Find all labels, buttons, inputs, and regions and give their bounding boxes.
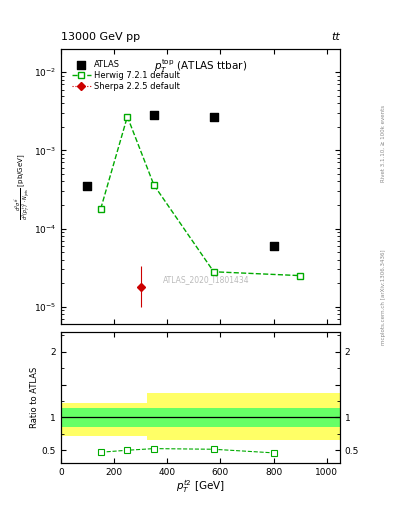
Legend: ATLAS, Herwig 7.2.1 default, Sherpa 2.2.5 default: ATLAS, Herwig 7.2.1 default, Sherpa 2.2.… [71,58,182,93]
Text: Rivet 3.1.10, ≥ 100k events: Rivet 3.1.10, ≥ 100k events [381,105,386,182]
Herwig 7.2.1 default [298,272,303,279]
Text: 13000 GeV pp: 13000 GeV pp [61,32,140,42]
ATLAS [151,111,157,119]
ATLAS [211,113,217,121]
Text: $p_T^{\rm top}$ (ATLAS ttbar): $p_T^{\rm top}$ (ATLAS ttbar) [154,57,247,75]
Herwig 7.2.1 default [125,114,130,120]
Herwig 7.2.1 default [211,269,216,275]
X-axis label: $p_T^{t2}$ [GeV]: $p_T^{t2}$ [GeV] [176,479,225,496]
Line: Herwig 7.2.1 default: Herwig 7.2.1 default [97,114,303,279]
ATLAS [84,182,91,190]
Text: tt: tt [331,32,340,42]
Herwig 7.2.1 default [98,205,103,211]
Y-axis label: Ratio to ATLAS: Ratio to ATLAS [30,367,39,429]
Herwig 7.2.1 default [152,182,156,188]
ATLAS [270,242,277,250]
Y-axis label: $\frac{d^2\sigma^{t\bar{t}}}{d^2(p_T^t)^2\cdot N_{\rm jets}}$ [pb/GeV]: $\frac{d^2\sigma^{t\bar{t}}}{d^2(p_T^t)^… [13,153,32,220]
Text: ATLAS_2020_I1801434: ATLAS_2020_I1801434 [163,275,249,285]
Text: mcplots.cern.ch [arXiv:1306.3436]: mcplots.cern.ch [arXiv:1306.3436] [381,249,386,345]
